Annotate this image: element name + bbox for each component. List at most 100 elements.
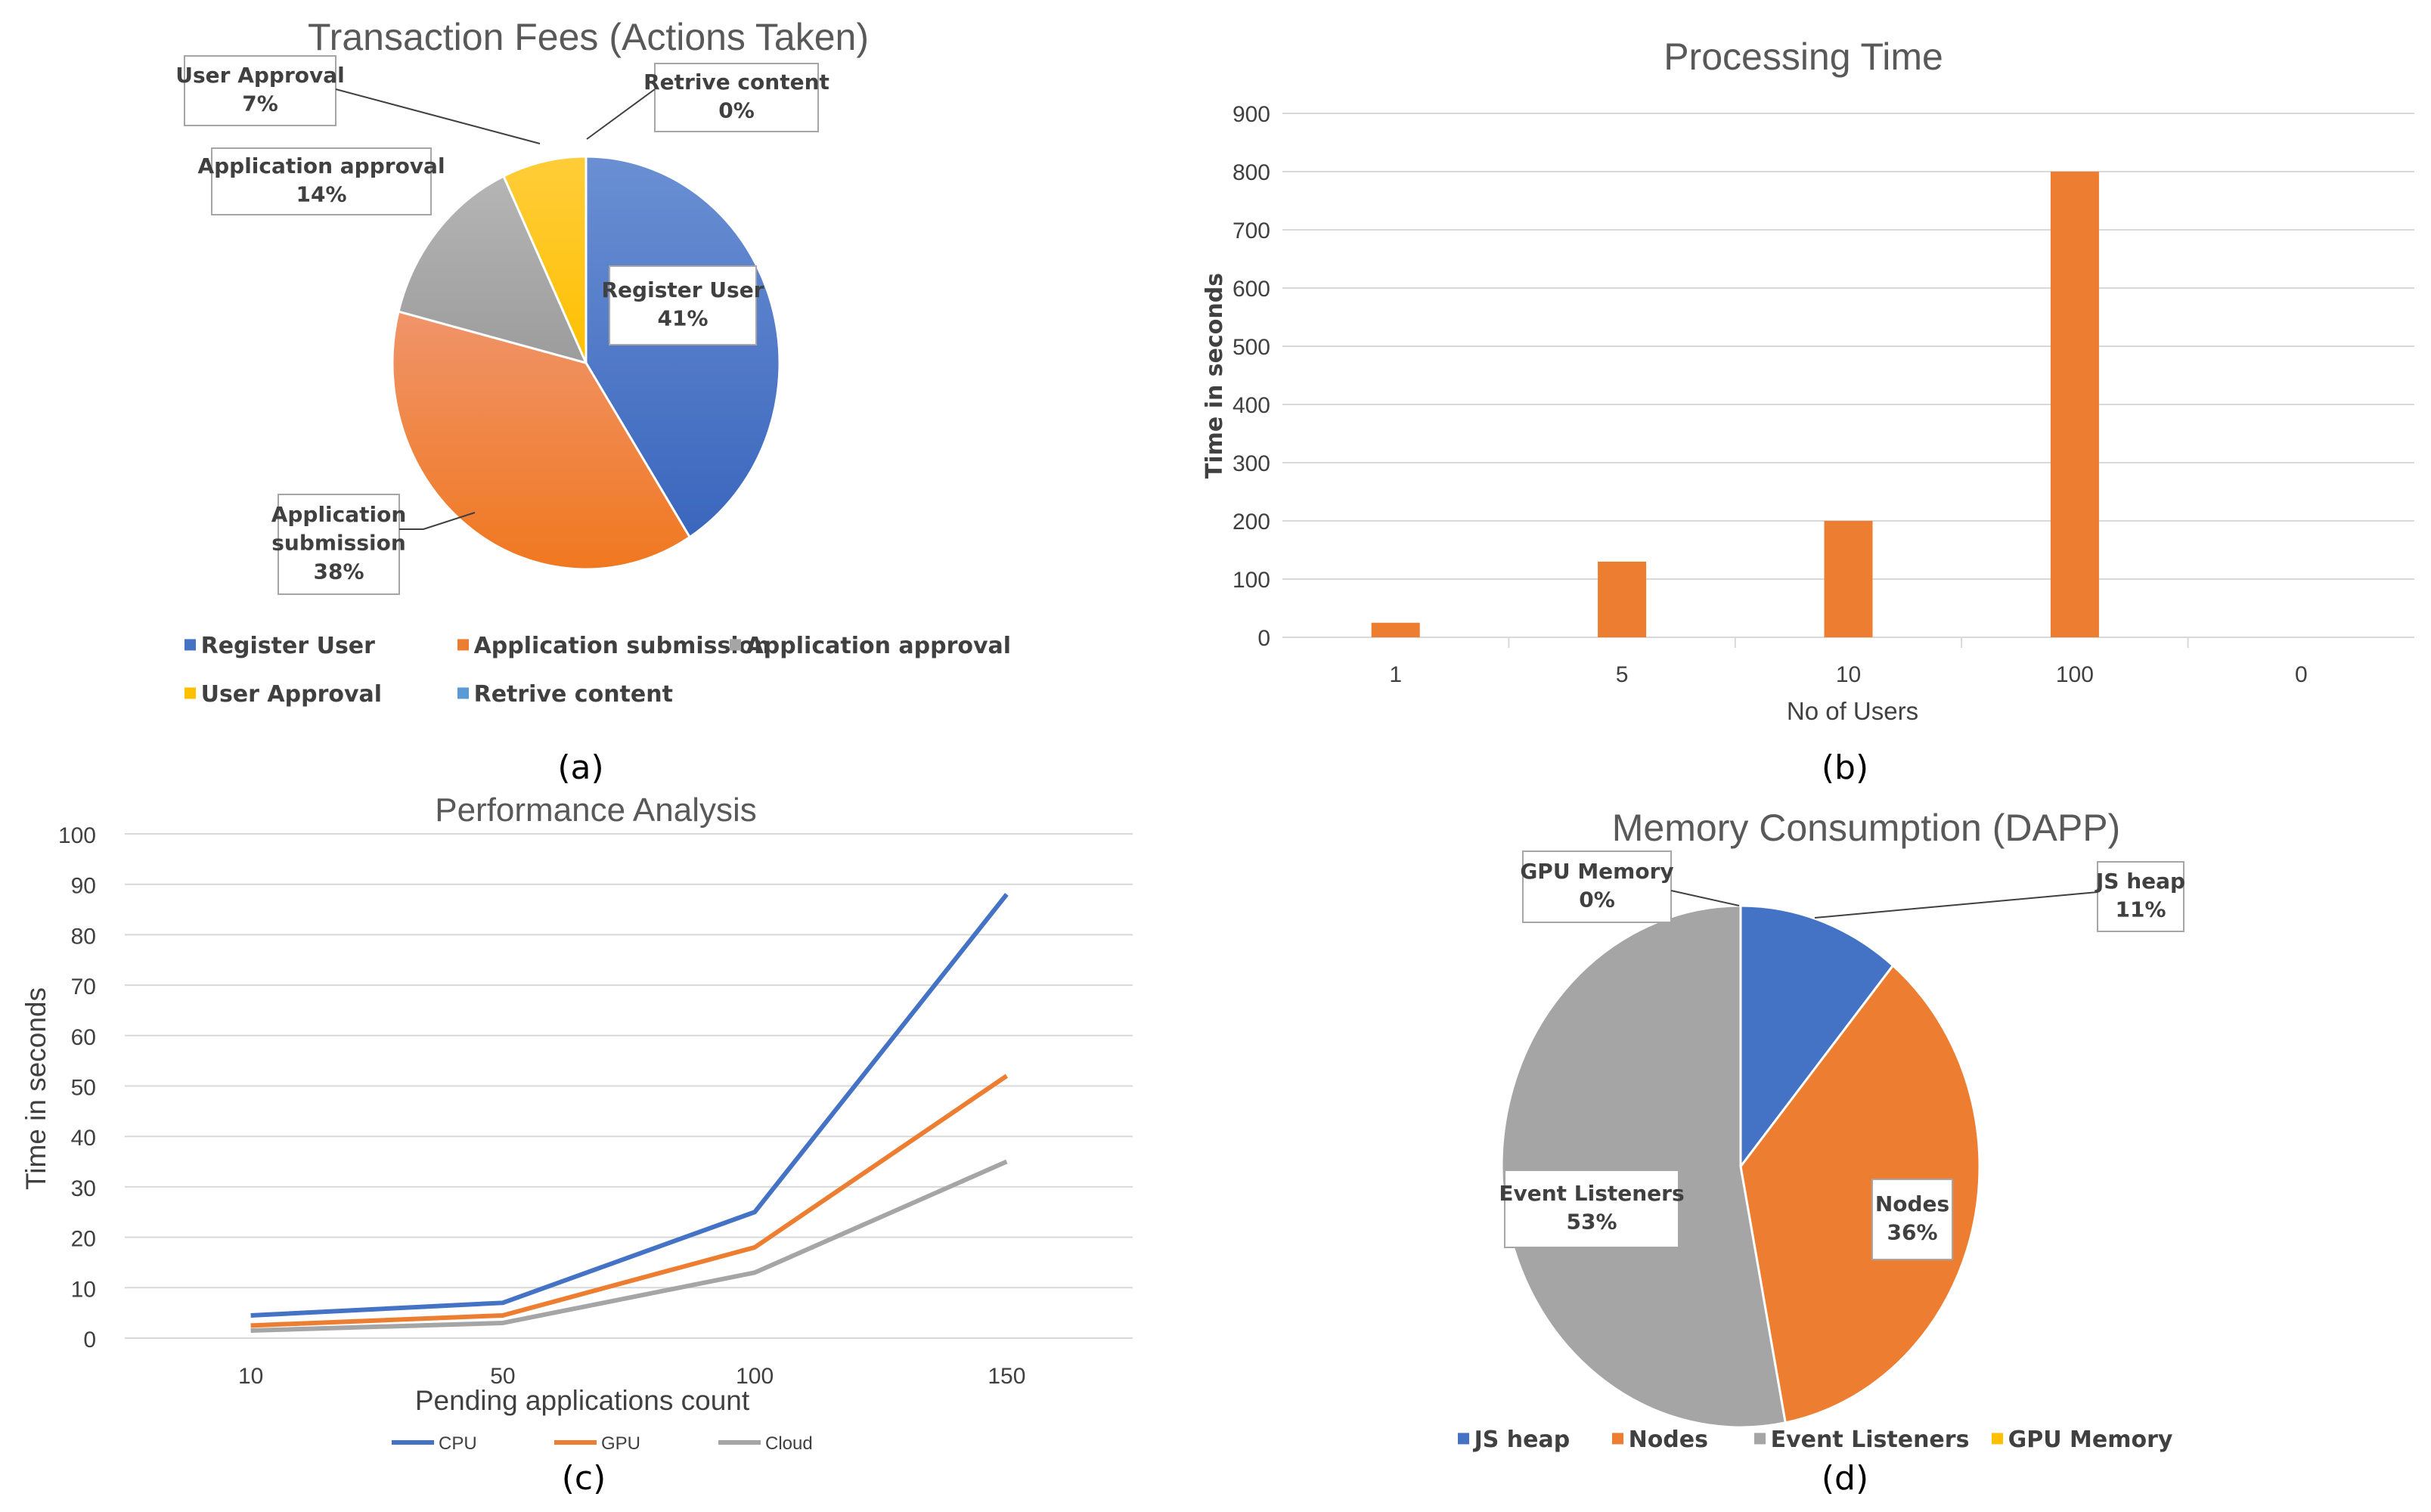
pie-a-slice-application-approval — [397, 174, 588, 365]
pie-a-label-2-text-0: Application approval — [197, 153, 445, 178]
pie-d-leader-js-heap — [1814, 891, 2098, 919]
line-c-ytick-0: 0 — [83, 1328, 96, 1352]
pie-d-label-0-box — [2097, 861, 2184, 932]
bar-b-ytick-7: 700 — [1233, 218, 1270, 243]
pie-d-label-1-text-0: Nodes — [1875, 1191, 1949, 1216]
line-c-ylabel: Time in seconds — [20, 987, 51, 1190]
line-c-ytick-7: 70 — [71, 974, 96, 999]
pie-a-label-0-box — [609, 265, 757, 345]
line-c-series-gpu — [250, 1074, 1009, 1328]
pie-a-leader-retrive — [586, 88, 656, 140]
pie-d-legend-item-2: Event Listeners — [1754, 1427, 1969, 1453]
pie-a-legend-item-3-label: User Approval — [201, 681, 382, 708]
pie-a-label-1-box — [278, 494, 400, 595]
pie-a-label-4-text-0: Retrive content — [643, 70, 829, 94]
pie-d-legend-item-0-swatch — [1458, 1433, 1469, 1445]
bar-b-bar-100 — [2050, 172, 2099, 637]
pie-a-legend-item-0-swatch — [184, 639, 196, 651]
pie-a-label-0-text-0: Register User — [602, 277, 764, 302]
pie-d-legend-item-1: Nodes — [1612, 1427, 1708, 1453]
pie-d-legend-item-2-swatch — [1754, 1433, 1766, 1445]
line-c-legend: CPU GPU Cloud — [392, 1433, 813, 1454]
line-c-legend-label-0: CPU — [439, 1433, 477, 1454]
bar-b-xlabel: No of Users — [1787, 697, 1918, 725]
pie-d-label-0: JS heap 11% — [2095, 861, 2185, 932]
pie-a-legend: Register User Application submissionAppli… — [184, 633, 1011, 708]
bar-b-ytick-9: 900 — [1233, 102, 1270, 127]
pie-d-legend-item-3-label: GPU Memory — [2008, 1427, 2173, 1453]
line-c-ytick-5: 50 — [71, 1076, 96, 1101]
bar-b-gridlines — [1282, 113, 2414, 648]
pie-a-legend-item-1-label: Application submission — [474, 633, 771, 659]
pie-d-label-2-box — [1504, 1170, 1679, 1248]
line-c-xtick-2: 100 — [736, 1364, 774, 1389]
pie-a-legend-item-2-swatch — [730, 639, 741, 651]
line-c-title: Performance Analysis — [435, 792, 757, 829]
pie-d-label-0-text-0: JS heap — [2095, 869, 2185, 894]
line-c-series — [250, 893, 1009, 1333]
line-c-series-cloud — [250, 1159, 1008, 1333]
pie-a-label-1-text-2: 38% — [313, 559, 364, 584]
pie-a-legend-item-4-swatch — [457, 687, 469, 699]
line-c-legend-item-1: GPU — [554, 1433, 640, 1454]
pie-a-legend-item-0-label: Register User — [201, 633, 376, 659]
caption-c: (c) — [562, 1459, 606, 1498]
pie-a-leader-user-approval — [335, 88, 541, 144]
pie-a-slice-user-approval — [502, 155, 588, 364]
pie-d-slice-nodes — [1739, 963, 1981, 1424]
pie-d-label-2: Event Listeners 53% — [1499, 1170, 1685, 1248]
pie-a-label-3-text-1: 7% — [242, 91, 278, 116]
bar-b-tick-labels: 0 100 200 300 400 500 600 700 800 900 1 5 10 100 0 — [1233, 102, 2308, 687]
pie-a-legend-item-1: Application submission — [457, 633, 771, 659]
bar-b-ytick-5: 500 — [1233, 335, 1270, 360]
line-c-xlabel: Pending applications count — [415, 1385, 750, 1416]
bar-b-xtick-4: 0 — [2295, 662, 2308, 687]
line-c-xtick-0: 10 — [238, 1364, 263, 1389]
pie-d-label-1: Nodes 36% — [1871, 1179, 1953, 1260]
pie-a-legend-item-2-label: Application approval — [746, 633, 1011, 659]
pie-a-legend-item-3-swatch — [184, 687, 196, 699]
bar-b-ytick-2: 200 — [1233, 510, 1270, 534]
line-c-series-cpu — [250, 893, 1009, 1318]
bar-b-xtick-0: 1 — [1389, 662, 1402, 687]
pie-d-label-3: GPU Memory 0% — [1520, 850, 1674, 923]
pie-a-legend-item-3: User Approval — [184, 681, 382, 708]
pie-a-slices — [391, 155, 781, 571]
pie-a-label-4-text-1: 0% — [718, 98, 755, 123]
pie-d-label-3-text-1: 0% — [1579, 888, 1615, 912]
bar-b-xtick-1: 5 — [1616, 662, 1629, 687]
pie-a-label-3-box — [184, 55, 336, 126]
bar-b-xtick-2: 10 — [1836, 662, 1861, 687]
pie-a-legend-item-0: Register User — [184, 633, 375, 659]
pie-a-legend-item-2: Application approval — [730, 633, 1011, 659]
line-c-ytick-2: 20 — [71, 1227, 96, 1252]
pie-a-label-0-text-1: 41% — [657, 306, 708, 331]
pie-d-legend-item-0: JS heap — [1458, 1427, 1570, 1453]
pie-d-legend-item-1-label: Nodes — [1629, 1427, 1708, 1453]
line-c-ytick-4: 40 — [71, 1126, 96, 1151]
bar-b-ytick-8: 800 — [1233, 160, 1270, 185]
pie-a-labels: Register User 41% Application submission 38%… — [175, 55, 829, 595]
panel-a-transaction-fees: Transaction Fees (Actions Taken) Registe… — [175, 16, 1011, 787]
pie-d-legend: JS heap Nodes Event Listeners GPU Memory — [1458, 1427, 2173, 1453]
pie-d-title: Memory Consumption (DAPP) — [1612, 807, 2120, 849]
caption-b: (b) — [1822, 748, 1868, 787]
bar-b-ytick-3: 300 — [1233, 451, 1270, 476]
pie-a-label-3: User Approval 7% — [175, 55, 345, 126]
line-c-ytick-9: 90 — [71, 874, 96, 899]
bar-b-ytick-0: 0 — [1257, 626, 1270, 651]
bar-b-title: Processing Time — [1664, 36, 1943, 78]
panel-b-processing-time: Processing Time 010020030040050060070080… — [1202, 36, 2414, 787]
pie-a-label-3-text-0: User Approval — [175, 63, 345, 88]
pie-d-legend-item-1-swatch — [1612, 1433, 1623, 1445]
pie-a-label-4: Retrive content 0% — [643, 63, 829, 132]
pie-d-legend-item-0-label: JS heap — [1473, 1427, 1571, 1453]
pie-a-title: Transaction Fees (Actions Taken) — [308, 16, 869, 58]
line-c-legend-item-2: Cloud — [718, 1433, 813, 1454]
pie-d-label-1-text-1: 36% — [1887, 1220, 1937, 1245]
pie-a-slice-application-submission — [391, 310, 692, 571]
pie-a-label-2: Application approval 14% — [197, 147, 445, 215]
bar-b-bar-1 — [1371, 622, 1420, 637]
caption-d: (d) — [1822, 1459, 1868, 1498]
